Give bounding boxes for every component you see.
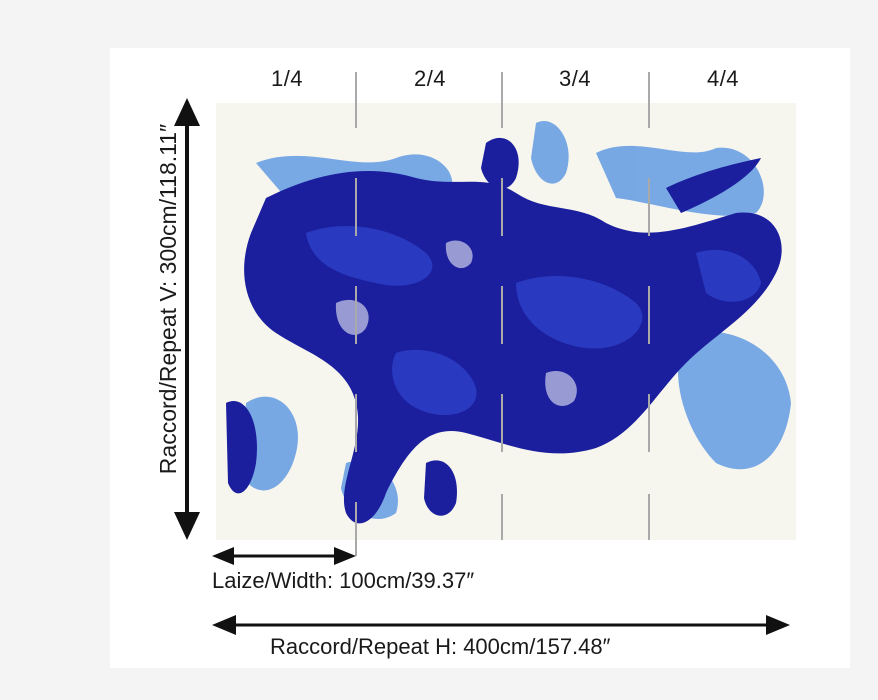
vertical-repeat-arrow bbox=[174, 98, 200, 540]
horizontal-repeat-arrow bbox=[212, 615, 790, 635]
panel-label-2: 2/4 bbox=[413, 66, 447, 91]
repeat-h-label: Raccord/Repeat H: 400cm/157.48″ bbox=[270, 634, 611, 659]
wallpaper-artwork bbox=[216, 103, 796, 540]
repeat-v-label: Raccord/Repeat V: 300cm/118.11″ bbox=[155, 123, 181, 475]
width-arrow bbox=[212, 547, 356, 565]
width-label: Laize/Width: 100cm/39.37″ bbox=[212, 568, 475, 593]
panel-label-4: 4/4 bbox=[706, 66, 740, 91]
panel-label-3: 3/4 bbox=[558, 66, 592, 91]
panel-label-1: 1/4 bbox=[270, 66, 304, 91]
